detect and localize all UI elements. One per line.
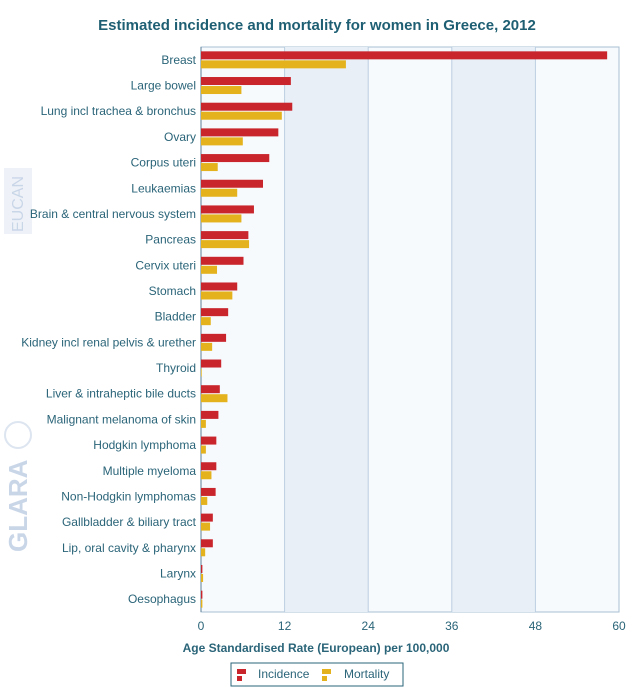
bar-mortality <box>201 111 282 120</box>
legend-mortality-icon <box>322 669 331 681</box>
bar-incidence <box>201 77 291 86</box>
category-label: Ovary <box>164 130 196 144</box>
x-tick-label: 48 <box>529 619 543 633</box>
category-label: Malignant melanoma of skin <box>47 412 196 426</box>
bar-incidence <box>201 102 293 111</box>
x-tick-label: 60 <box>612 619 626 633</box>
bar-incidence <box>201 462 217 471</box>
bar-incidence <box>201 179 264 188</box>
category-label: Large bowel <box>131 79 196 93</box>
bar-mortality <box>201 599 203 608</box>
bar-mortality <box>201 214 242 223</box>
legend-mortality-label: Mortality <box>344 667 389 681</box>
bar-incidence <box>201 436 217 445</box>
bar-incidence <box>201 308 229 317</box>
category-label: Leukaemias <box>131 181 196 195</box>
bar-mortality <box>201 291 233 300</box>
bar-incidence <box>201 205 254 214</box>
bar-incidence <box>201 513 213 522</box>
category-label: Multiple myeloma <box>103 464 197 478</box>
bar-incidence <box>201 385 220 394</box>
category-label: Kidney incl renal pelvis & urether <box>21 335 196 349</box>
category-label: Stomach <box>149 284 196 298</box>
x-tick-label: 12 <box>278 619 292 633</box>
x-tick-labels: 0 12 24 36 48 60 <box>198 619 626 633</box>
bar-mortality <box>201 368 202 377</box>
watermark-eucan-box <box>4 168 32 234</box>
category-label: Brain & central nervous system <box>30 207 196 221</box>
plot-area <box>200 46 620 613</box>
bar-mortality <box>201 471 212 480</box>
category-label: Gallbladder & biliary tract <box>62 515 197 529</box>
category-label: Lip, oral cavity & pharynx <box>62 541 196 555</box>
category-label: Hodgkin lymphoma <box>93 438 196 452</box>
bar-mortality <box>201 240 250 249</box>
plot-band <box>451 47 536 612</box>
bar-incidence <box>201 410 219 419</box>
legend-box <box>230 662 404 687</box>
bar-mortality <box>201 394 228 403</box>
category-label: Thyroid <box>156 361 196 375</box>
bar-mortality <box>201 163 218 172</box>
category-label: Liver & intraheptic bile ducts <box>46 387 196 401</box>
bar-incidence <box>201 487 216 496</box>
category-labels: Breast Large bowel Lung incl trachea & bro… <box>21 53 196 606</box>
category-label: Bladder <box>155 310 196 324</box>
category-label: Cervix uteri <box>135 258 196 272</box>
bar-mortality <box>201 522 211 531</box>
bars <box>201 51 608 608</box>
bar-mortality <box>201 137 243 146</box>
category-label: Non-Hodgkin lymphomas <box>61 489 196 503</box>
bar-incidence <box>201 564 203 573</box>
category-label: Oesophagus <box>128 592 196 606</box>
bar-incidence <box>201 128 279 137</box>
bar-mortality <box>201 188 238 197</box>
watermark-glara: GLARA <box>3 459 33 552</box>
bar-mortality <box>201 317 211 326</box>
bar-incidence <box>201 51 608 60</box>
bar-mortality <box>201 573 204 582</box>
bar-incidence <box>201 590 203 599</box>
bar-mortality <box>201 86 242 95</box>
bar-incidence <box>201 154 270 163</box>
x-tick-label: 24 <box>362 619 376 633</box>
bar-mortality <box>201 265 218 274</box>
plot-band <box>284 47 369 612</box>
bar-incidence <box>201 256 244 265</box>
plot-background <box>200 46 620 613</box>
category-label: Pancreas <box>145 233 196 247</box>
chart-title: Estimated incidence and mortality for wo… <box>98 17 536 34</box>
legend-incidence-label: Incidence <box>258 667 310 681</box>
category-label: Corpus uteri <box>131 156 196 170</box>
legend: Incidence Mortality <box>230 662 404 687</box>
category-label: Larynx <box>160 566 196 580</box>
bar-mortality <box>201 342 213 351</box>
x-tick-label: 36 <box>445 619 459 633</box>
x-axis-title: Age Standardised Rate (European) per 100… <box>183 641 450 655</box>
watermark-emblem-icon <box>4 421 32 449</box>
bar-incidence <box>201 539 213 548</box>
watermark: EUCAN GLARA <box>3 168 33 552</box>
x-tick-label: 0 <box>198 619 205 633</box>
bar-mortality <box>201 548 206 557</box>
bar-mortality <box>201 496 208 505</box>
bar-mortality <box>201 60 346 69</box>
bar-incidence <box>201 359 222 368</box>
legend-incidence-icon <box>237 669 246 681</box>
watermark-eucan: EUCAN <box>10 176 27 232</box>
category-label: Breast <box>161 53 196 67</box>
category-label: Lung incl trachea & bronchus <box>41 104 196 118</box>
bar-incidence <box>201 231 249 240</box>
bar-mortality <box>201 445 206 454</box>
bar-incidence <box>201 282 238 291</box>
bar-incidence <box>201 333 227 342</box>
bar-mortality <box>201 419 206 428</box>
